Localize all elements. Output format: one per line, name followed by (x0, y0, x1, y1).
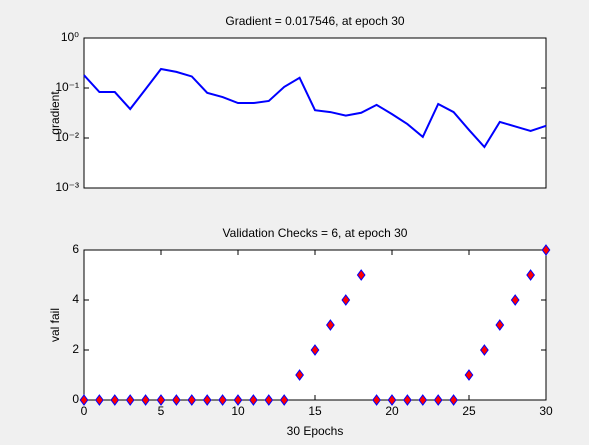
marker (187, 394, 197, 406)
x-axis-label: 30 Epochs (287, 424, 344, 438)
y-axis-label: val fail (48, 308, 62, 342)
y-axis-label: gradient (48, 91, 62, 135)
marker (110, 394, 120, 406)
marker (125, 394, 135, 406)
marker (341, 294, 351, 306)
y-tick-label: 10⁻² (55, 130, 79, 144)
marker (464, 369, 474, 381)
plot-area (83, 249, 547, 401)
y-tick-label: 10⁻³ (55, 180, 79, 194)
marker (141, 394, 150, 406)
marker (172, 394, 181, 406)
y-tick-label: 2 (72, 342, 79, 356)
marker (449, 394, 458, 406)
marker (326, 319, 335, 331)
x-tick-label: 25 (462, 404, 476, 418)
y-tick-label: 4 (72, 292, 79, 306)
marker (264, 394, 274, 406)
marker (218, 394, 227, 406)
marker (526, 269, 535, 281)
marker (310, 344, 320, 356)
plot-area (83, 37, 547, 189)
marker (480, 344, 489, 356)
x-tick-label: 0 (81, 404, 88, 418)
marker (79, 394, 89, 406)
marker (403, 394, 412, 406)
marker (156, 394, 166, 406)
marker (295, 369, 304, 381)
marker (510, 294, 520, 306)
marker (356, 269, 366, 281)
marker (95, 394, 104, 406)
x-tick-label: 5 (158, 404, 165, 418)
chart-title: Gradient = 0.017546, at epoch 30 (225, 14, 404, 28)
gradient-line (83, 67, 547, 149)
marker (372, 394, 381, 406)
marker (202, 394, 212, 406)
marker (433, 394, 443, 406)
x-tick-label: 20 (385, 404, 399, 418)
chart-title: Validation Checks = 6, at epoch 30 (223, 226, 408, 240)
y-tick-label: 6 (72, 242, 79, 256)
x-tick-label: 10 (231, 404, 245, 418)
marker (418, 394, 428, 406)
x-tick-label: 15 (308, 404, 322, 418)
y-tick-label: 10⁰ (61, 30, 79, 44)
y-tick-label: 10⁻¹ (55, 80, 79, 94)
marker (279, 394, 289, 406)
marker (495, 319, 505, 331)
marker (541, 244, 551, 256)
marker (387, 394, 397, 406)
x-tick-label: 30 (539, 404, 553, 418)
marker (233, 394, 243, 406)
y-tick-label: 0 (72, 392, 79, 406)
marker (249, 394, 258, 406)
